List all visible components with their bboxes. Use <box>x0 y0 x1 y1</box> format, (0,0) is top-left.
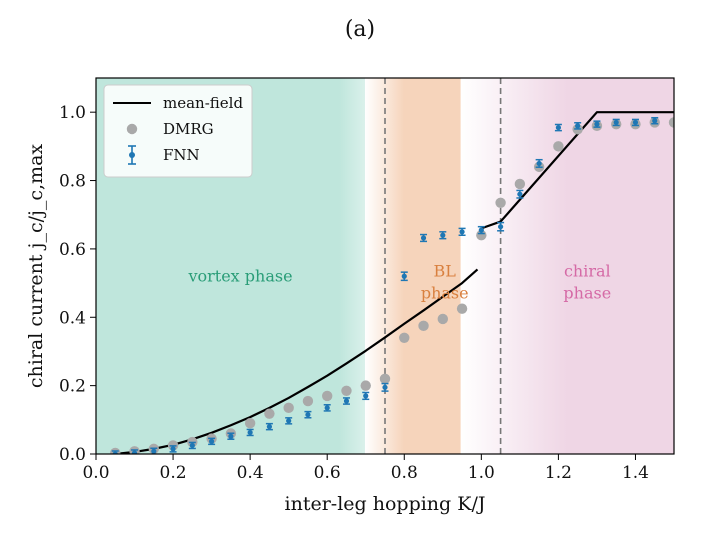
fnn-point <box>593 120 601 128</box>
axis-ticks: 0.0 0.2 0.4 0.6 0.8 1.0 1.2 1.4 0.0 0.2 0.4 0.6 0.8 1… <box>59 103 649 483</box>
fnn-point <box>420 233 428 243</box>
dmrg-point <box>456 303 468 314</box>
panel-label: (a) <box>345 17 375 42</box>
region-labels: vortex phase BL phase chiral phase <box>187 261 611 302</box>
dmrg-point <box>264 408 275 419</box>
fnn-point <box>208 437 216 446</box>
x-tick-label: 0.4 <box>237 463 264 483</box>
fnn-point <box>400 271 408 282</box>
x-tick-label: 0.6 <box>314 463 341 483</box>
legend-fnn-swatch <box>128 145 136 165</box>
fnn-point <box>574 122 582 130</box>
fnn-point <box>535 158 543 168</box>
fnn-point <box>188 441 196 450</box>
x-tick-label: 1.2 <box>545 463 572 483</box>
fnn-point <box>381 382 389 392</box>
y-tick-label: 0.0 <box>59 445 86 465</box>
dmrg-point <box>302 395 314 407</box>
fnn-point <box>169 445 177 453</box>
y-tick-label: 0.6 <box>59 240 86 260</box>
fnn-point <box>651 116 659 125</box>
fnn-point <box>265 422 273 431</box>
fnn-point <box>439 231 447 240</box>
fnn-point <box>227 432 235 440</box>
dmrg-point <box>514 178 526 190</box>
region-chiral-phase <box>460 78 674 454</box>
dmrg-point <box>553 141 564 152</box>
mean-field-line-segment <box>480 111 674 230</box>
dmrg-point <box>283 402 294 414</box>
legend-dmrg-swatch <box>126 123 138 135</box>
fnn-point <box>285 417 293 425</box>
y-tick-label: 1.0 <box>59 103 86 123</box>
plot-frame <box>95 77 675 455</box>
dmrg-point <box>360 380 371 391</box>
dmrg-point <box>244 418 256 429</box>
legend-dmrg-label: DMRG <box>163 120 214 138</box>
x-tick-label: 0.8 <box>391 463 418 483</box>
y-tick-label: 0.8 <box>59 172 86 192</box>
fnn-point <box>477 225 485 235</box>
fnn-point <box>612 118 620 127</box>
fnn-point <box>304 410 312 419</box>
y-tick-label: 0.2 <box>59 377 86 397</box>
fnn-point <box>150 447 158 454</box>
dmrg-point <box>418 320 429 332</box>
fnn-point <box>342 397 350 405</box>
x-axis-title: inter-leg hopping K/J <box>285 493 486 515</box>
fnn-point <box>131 449 139 454</box>
region-label: BL phase <box>421 261 469 302</box>
fnn-point <box>631 118 639 127</box>
dmrg-point <box>668 117 674 128</box>
dmrg-point <box>322 390 333 402</box>
fnn-point <box>554 123 562 132</box>
fnn-point <box>111 450 119 454</box>
x-tick-label: 0.0 <box>82 463 109 483</box>
fnn-point <box>323 404 331 412</box>
dmrg-point <box>495 197 506 208</box>
x-tick-label: 0.2 <box>160 463 187 483</box>
legend-mean-field-label: mean-field <box>163 94 243 112</box>
x-tick-label: 1.0 <box>468 463 495 483</box>
x-tick-label: 1.4 <box>622 463 649 483</box>
dmrg-point <box>476 230 487 241</box>
y-tick-label: 0.4 <box>59 308 86 328</box>
fnn-point <box>516 189 524 199</box>
region-label: chiral phase <box>563 261 611 302</box>
y-axis-title: chiral current j_c/j_c,max <box>25 144 47 389</box>
legend-fnn-label: FNN <box>163 146 200 164</box>
dmrg-point <box>379 373 391 384</box>
fnn-point <box>497 221 505 232</box>
region-label: vortex phase <box>187 266 292 285</box>
dmrg-point <box>437 313 448 325</box>
dmrg-point <box>399 332 410 343</box>
fnn-point <box>246 428 254 437</box>
legend-box <box>103 84 253 178</box>
fnn-point <box>458 227 466 236</box>
fnn-point <box>362 391 370 401</box>
dmrg-point <box>341 385 352 396</box>
series-layer <box>110 111 674 454</box>
legend: mean-field DMRG FNN <box>103 84 253 178</box>
